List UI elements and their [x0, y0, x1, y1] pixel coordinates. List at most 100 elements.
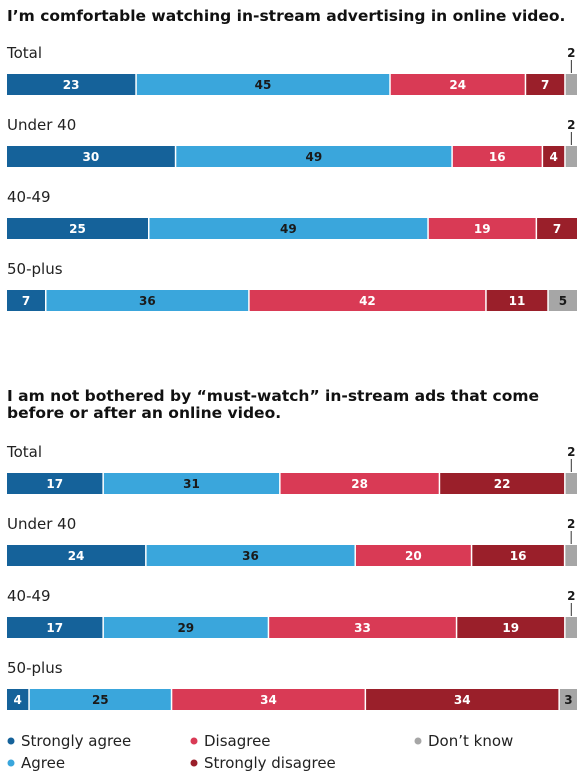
bar-segment — [366, 689, 559, 710]
data-label: 24 — [68, 549, 85, 563]
data-label: 49 — [280, 222, 297, 236]
bar-segment — [537, 218, 577, 239]
bar-segment — [565, 473, 577, 494]
data-label: 49 — [305, 150, 322, 164]
data-label: 7 — [553, 222, 561, 236]
bar-segment — [46, 290, 249, 311]
bar-segment — [548, 290, 577, 311]
bar-segment — [103, 617, 268, 638]
bar-segment — [149, 218, 428, 239]
chart-title: I’m comfortable watching in-stream adver… — [7, 7, 565, 25]
group-label: 50-plus — [7, 260, 63, 278]
data-label: 5 — [559, 294, 567, 308]
chart-title: before or after an online video. — [7, 404, 281, 422]
data-label: 2 — [567, 589, 575, 603]
bar-segment — [526, 74, 565, 95]
data-label: 34 — [454, 693, 471, 707]
bar-segment — [7, 545, 146, 566]
bar-segment — [7, 473, 103, 494]
data-label: 16 — [489, 150, 506, 164]
bar-segment — [29, 689, 171, 710]
data-label: 33 — [354, 621, 371, 635]
legend-marker — [414, 737, 422, 745]
bar-segment — [7, 290, 46, 311]
data-label: 17 — [46, 621, 63, 635]
bar-segment — [428, 218, 536, 239]
group-label: Total — [6, 44, 42, 62]
legend-item: Agree — [21, 754, 65, 772]
bar-segment — [7, 218, 148, 239]
bar-segment — [7, 146, 175, 167]
bar-segment — [565, 545, 577, 566]
data-label: 34 — [260, 693, 277, 707]
data-label: 42 — [359, 294, 376, 308]
group-label: Total — [6, 443, 42, 461]
legend-marker — [7, 759, 15, 767]
chart-title: I am not bothered by “must-watch” in-str… — [7, 387, 539, 405]
bar-segment — [390, 74, 525, 95]
data-label: 3 — [564, 693, 572, 707]
data-label: 17 — [46, 477, 63, 491]
bar-segment — [440, 473, 565, 494]
bar-segment — [472, 545, 564, 566]
data-label: 4 — [13, 693, 21, 707]
data-label: 2 — [567, 445, 575, 459]
bar-segment — [486, 290, 548, 311]
legend-item: Don’t know — [428, 732, 513, 750]
data-label: 7 — [541, 78, 549, 92]
bar-segment — [7, 74, 136, 95]
data-label: 20 — [405, 549, 422, 563]
group-label: Under 40 — [7, 116, 76, 134]
legend-item: Strongly agree — [21, 732, 131, 750]
data-label: 2 — [567, 118, 575, 132]
bar-segment — [565, 74, 577, 95]
data-label: 45 — [255, 78, 272, 92]
legend-marker — [190, 737, 198, 745]
bar-segment — [7, 689, 29, 710]
data-label: 31 — [183, 477, 200, 491]
bar-segment — [7, 617, 103, 638]
bar-segment — [136, 74, 390, 95]
data-label: 23 — [63, 78, 80, 92]
legend-marker — [190, 759, 198, 767]
data-label: 7 — [22, 294, 30, 308]
data-label: 11 — [509, 294, 526, 308]
bar-segment — [269, 617, 456, 638]
data-label: 36 — [139, 294, 156, 308]
data-label: 30 — [83, 150, 100, 164]
bar-segment — [172, 689, 365, 710]
bar-segment — [452, 146, 542, 167]
data-label: 22 — [494, 477, 511, 491]
data-label: 25 — [92, 693, 109, 707]
data-label: 2 — [567, 517, 575, 531]
legend-item: Disagree — [204, 732, 271, 750]
data-label: 19 — [474, 222, 491, 236]
bar-segment — [176, 146, 452, 167]
data-label: 36 — [242, 549, 259, 563]
group-label: 40-49 — [7, 587, 51, 605]
group-label: 40-49 — [7, 188, 51, 206]
legend-item: Strongly disagree — [204, 754, 336, 772]
bar-segment — [543, 146, 565, 167]
bar-segment — [457, 617, 565, 638]
group-label: Under 40 — [7, 515, 76, 533]
data-label: 25 — [69, 222, 86, 236]
group-label: 50-plus — [7, 659, 63, 677]
bar-segment — [103, 473, 280, 494]
bar-segment — [146, 545, 355, 566]
data-label: 19 — [502, 621, 519, 635]
bar-segment — [355, 545, 471, 566]
data-label: 24 — [449, 78, 466, 92]
bar-segment — [565, 146, 577, 167]
bar-segment — [249, 290, 486, 311]
bar-segment — [559, 689, 577, 710]
data-label: 16 — [510, 549, 527, 563]
data-label: 4 — [549, 150, 557, 164]
legend-marker — [7, 737, 15, 745]
bar-segment — [565, 617, 577, 638]
data-label: 2 — [567, 46, 575, 60]
data-label: 28 — [351, 477, 368, 491]
bar-segment — [280, 473, 439, 494]
data-label: 29 — [177, 621, 194, 635]
